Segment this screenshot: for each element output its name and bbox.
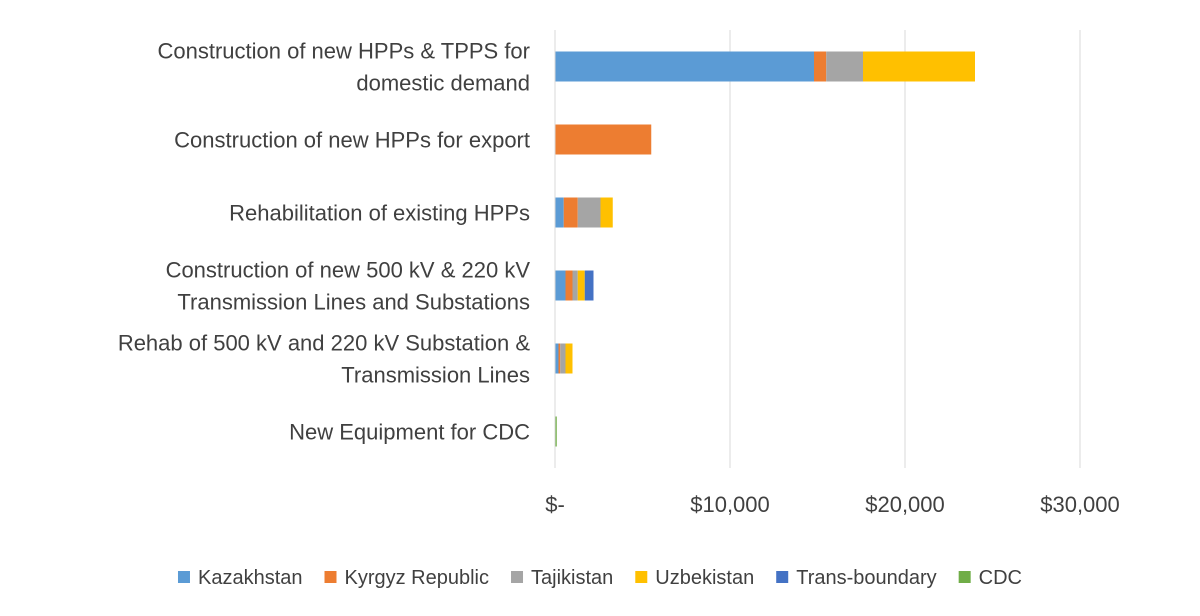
bar-segment-uzbekistan — [863, 51, 975, 82]
legend-swatch — [324, 571, 337, 583]
bar-segment-kyrgyz-republic — [555, 124, 652, 155]
bar-segment-uzbekistan — [600, 197, 613, 228]
legend-item-tajikistan: Tajikistan — [511, 567, 613, 589]
bar-segment-kyrgyz-republic — [814, 51, 827, 82]
category-label: New Equipment for CDC — [289, 420, 530, 445]
bar-segment-tajikistan — [577, 197, 601, 228]
category-label: Rehab of 500 kV and 220 kV Substation & T… — [118, 331, 531, 388]
category-label: Construction of new HPPs for export — [174, 128, 530, 153]
bar-segment-kyrgyz-republic — [563, 197, 578, 228]
bar-segment-uzbekistan — [565, 343, 573, 374]
legend-label: Kyrgyz Republic — [345, 567, 490, 589]
gridlines — [729, 30, 1081, 468]
category-label-line: New Equipment for CDC — [289, 420, 530, 445]
bar-segment-cdc — [555, 416, 557, 447]
legend-swatch — [958, 571, 971, 583]
legend-item-kyrgyz-republic: Kyrgyz Republic — [324, 567, 490, 589]
bar-segment-tajikistan — [826, 51, 863, 82]
category-label-line: Rehabilitation of existing HPPs — [229, 201, 530, 226]
category-label: Rehabilitation of existing HPPs — [229, 201, 530, 226]
legend-swatch — [177, 571, 190, 583]
bar-segment-kazakhstan — [555, 197, 564, 228]
legend-swatch — [511, 571, 524, 583]
category-label-line: Construction of new HPPs for export — [174, 128, 530, 153]
category-label-line: Construction of new HPPs & TPPS for — [157, 39, 530, 64]
bar-segment-kazakhstan — [555, 270, 566, 301]
bar-segment-kazakhstan — [555, 51, 814, 82]
legend-swatch — [635, 571, 648, 583]
bar-segment-uzbekistan — [577, 270, 585, 301]
category-label-line: Construction of new 500 kV & 220 kV — [166, 258, 531, 283]
bar-segment-tajikistan — [560, 343, 566, 374]
x-tick-label: $30,000 — [1040, 492, 1120, 517]
legend-label: Kazakhstan — [198, 567, 303, 589]
bar-segment-tajikistan — [572, 270, 578, 301]
legend-label: CDC — [979, 567, 1022, 589]
legend-item-cdc: CDC — [958, 567, 1022, 589]
legend-label: Uzbekistan — [655, 567, 754, 589]
x-axis: $- $10,000 $20,000 $30,000 — [545, 30, 1120, 517]
bar-segment-kyrgyz-republic — [558, 343, 561, 374]
category-label-line: domestic demand — [356, 71, 530, 96]
category-label-line: Transmission Lines — [341, 363, 530, 388]
legend-item-uzbekistan: Uzbekistan — [635, 567, 754, 589]
category-label-line: Rehab of 500 kV and 220 kV Substation & — [118, 331, 531, 356]
x-tick-label: $10,000 — [690, 492, 770, 517]
bars — [555, 51, 975, 447]
category-labels: Construction of new HPPs & TPPS for domes… — [118, 39, 531, 445]
bar-segment-kyrgyz-republic — [565, 270, 573, 301]
x-tick-label: $- — [545, 492, 565, 517]
legend-item-trans-boundary: Trans-boundary — [776, 567, 937, 589]
category-label: Construction of new 500 kV & 220 kV Trans… — [166, 258, 531, 315]
legend-item-kazakhstan: Kazakhstan — [177, 567, 303, 589]
legend: Kazakhstan Kyrgyz Republic Tajikistan Uzbek… — [177, 567, 1022, 589]
legend-label: Trans-boundary — [796, 567, 936, 589]
category-label: Construction of new HPPs & TPPS for domes… — [157, 39, 530, 96]
legend-label: Tajikistan — [531, 567, 613, 589]
bar-segment-kazakhstan — [555, 343, 559, 374]
category-label-line: Transmission Lines and Substations — [177, 290, 530, 315]
legend-swatch — [776, 571, 789, 583]
bar-segment-trans-boundary — [584, 270, 594, 301]
x-tick-label: $20,000 — [865, 492, 945, 517]
